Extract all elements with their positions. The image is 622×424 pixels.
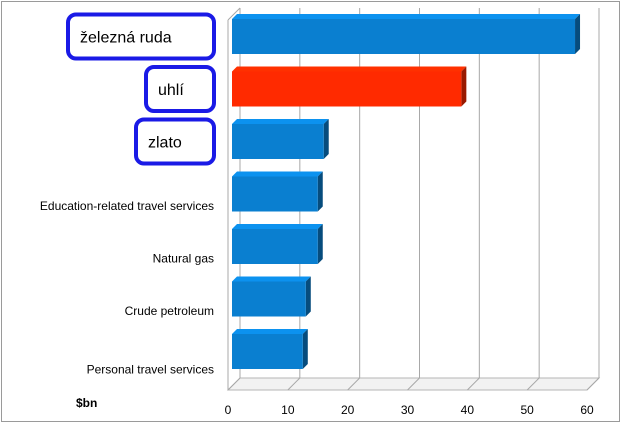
bar-top-face bbox=[232, 171, 323, 177]
bar bbox=[232, 276, 311, 317]
bar-side-face bbox=[575, 14, 581, 54]
category-label: Education-related travel services bbox=[40, 199, 214, 213]
bar-front-face bbox=[232, 176, 318, 212]
bar-layer bbox=[232, 14, 581, 369]
bar-front-face bbox=[232, 281, 306, 317]
bar-top-face bbox=[232, 119, 329, 124]
x-tick-label: 50 bbox=[520, 403, 534, 417]
label-layer: 0 10 20 30 40 50 60 železná ruda uhlí zlato Educat… bbox=[40, 12, 594, 417]
gridline-floor bbox=[407, 377, 420, 391]
bar-top-face bbox=[232, 224, 323, 229]
x-tick-label: 20 bbox=[341, 403, 355, 417]
bar bbox=[232, 329, 308, 369]
bar bbox=[232, 119, 329, 159]
bar-front-face bbox=[232, 229, 318, 264]
bar-side-face bbox=[302, 329, 308, 369]
gridline-floor bbox=[227, 377, 241, 391]
bar-front-face bbox=[232, 124, 324, 159]
gridline-floor bbox=[287, 377, 301, 391]
gridline-floor bbox=[466, 377, 480, 391]
bar bbox=[232, 224, 323, 264]
x-tick-label: 0 bbox=[225, 403, 232, 417]
bar-side-face bbox=[323, 119, 329, 159]
axis-line bbox=[227, 7, 241, 21]
bar-top-face bbox=[232, 14, 581, 19]
x-tick-label: 40 bbox=[461, 403, 475, 417]
bar-side-face bbox=[305, 276, 311, 317]
category-callout: zlato bbox=[134, 117, 216, 166]
bar-top-face bbox=[232, 329, 308, 334]
category-callout: železná ruda bbox=[66, 12, 216, 61]
category-label: železná ruda bbox=[80, 30, 172, 47]
callout-box bbox=[134, 117, 216, 166]
gridline-floor bbox=[526, 377, 540, 391]
bar-side-face bbox=[317, 224, 323, 264]
category-label: Personal travel services bbox=[87, 363, 214, 377]
bar bbox=[232, 66, 467, 107]
category-label: uhlí bbox=[158, 82, 184, 99]
x-tick-label: 10 bbox=[281, 403, 295, 417]
category-label: Natural gas bbox=[153, 252, 214, 266]
bar-top-face bbox=[232, 66, 467, 72]
gridline-floor bbox=[586, 377, 600, 391]
bar-side-face bbox=[461, 66, 467, 107]
category-label: Crude petroleum bbox=[125, 304, 214, 318]
gridline-floor bbox=[347, 377, 361, 391]
x-tick-label: 60 bbox=[580, 403, 594, 417]
bar-front-face bbox=[232, 334, 303, 369]
callout-box bbox=[144, 65, 216, 113]
bar-front-face bbox=[232, 19, 576, 54]
bar bbox=[232, 14, 581, 54]
bar-top-face bbox=[232, 276, 311, 282]
x-tick-label: 30 bbox=[401, 403, 415, 417]
category-label: zlato bbox=[148, 135, 182, 152]
unit-label: $bn bbox=[76, 396, 97, 410]
category-callout: uhlí bbox=[144, 65, 216, 113]
bar-side-face bbox=[317, 171, 323, 212]
bar bbox=[232, 171, 323, 212]
callout-box bbox=[66, 12, 216, 61]
bar-front-face bbox=[232, 71, 462, 107]
